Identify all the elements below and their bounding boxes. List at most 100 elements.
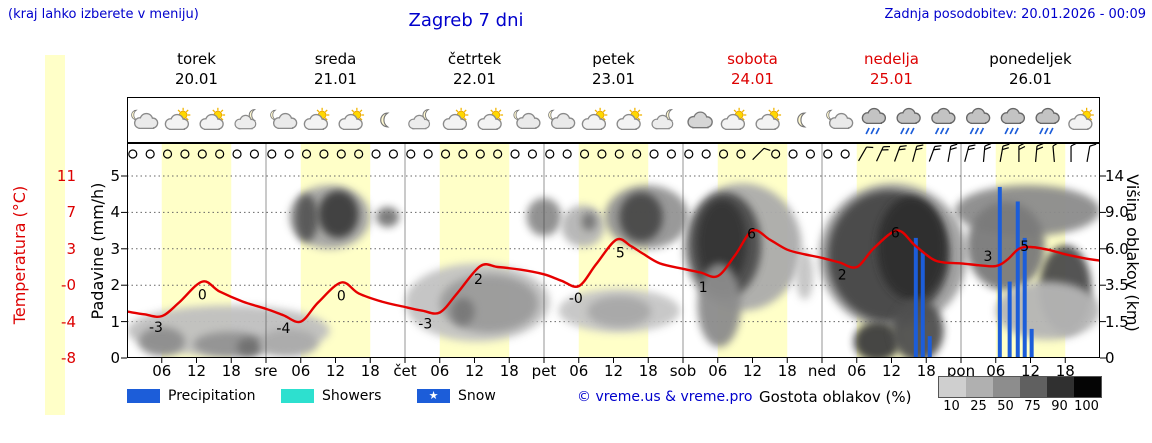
precip-ticks-value: 4 [110,203,120,222]
rain-streaks-icon [1044,127,1049,135]
calm-wind-icon [162,149,173,159]
weather-icon-sun-cloud [755,107,782,130]
weather-icon-sun-cloud [442,107,469,130]
x-axis-label: 12 [464,362,485,380]
weather-icon-sun-cloud [164,107,191,130]
temp-ticks-value: 3 [66,239,76,258]
calm-wind-icon [823,149,833,159]
precipitation-bar [920,252,925,358]
density-tick: 90 [1051,399,1068,414]
day-header-sobota: sobota 24.01 [688,49,818,89]
calm-wind-icon [284,149,294,159]
day-name: četrtek [447,50,502,68]
wind-symbols [128,142,1097,163]
calm-wind-icon [336,149,346,159]
density-step [1047,377,1074,397]
wind-barb-icon [947,143,958,162]
density-step [993,377,1020,397]
temp-label: -3 [418,317,432,333]
cloud-density-scale-label: Gostota oblakov (%) [759,388,912,406]
cloud-blob [376,206,400,227]
x-axis-label: 18 [221,362,241,380]
density-tick: 100 [1074,399,1099,414]
temp-label: -4 [276,321,290,337]
cloud-blob [995,281,1100,340]
day-date: 24.01 [731,70,774,88]
rain-streaks-icon [1039,127,1044,135]
x-axis-label: sre [254,362,278,380]
day-header-torek: torek 20.01 [132,49,262,89]
temp-label: -3 [149,320,163,336]
calm-wind-icon [649,149,659,159]
x-axis-label: 12 [325,362,346,380]
temp-ticks-value: -4 [61,312,76,331]
calm-wind-icon [718,149,729,159]
calm-wind-icon [493,149,503,159]
rain-streaks-icon [910,127,915,135]
wind-barb-icon [858,146,874,162]
cloud-blob [697,263,741,348]
weather-icon-cloud-moon [548,109,576,129]
temp-label: 0 [198,288,207,304]
cloud-icon [272,112,298,129]
density-step [966,377,993,397]
x-axis-label: 06 [847,362,867,380]
precip-ticks-value: 1 [110,312,120,331]
copyright-link[interactable]: © vreme.us & vreme.pro [577,389,753,405]
snow-swatch: ★ [417,389,450,403]
cloud-blob [260,328,319,357]
wind-barb-icon [964,144,976,162]
weather-icon-moon-cloud [408,109,431,130]
weather-icon-sun-cloud [1068,107,1094,130]
cloud-icon [931,107,956,124]
weather-icon-moon [380,112,390,128]
rain-streaks-icon [974,127,980,135]
density-tick: 25 [970,399,987,414]
temp-ticks-value: -8 [61,349,76,367]
rain-streaks-icon [1014,127,1019,135]
cloud-blob [877,196,947,300]
x-axis-label: čet [393,362,417,380]
day-date: 25.01 [870,70,913,88]
cloud-blob [619,192,663,242]
rain-streaks-icon [939,127,945,135]
precipitation-bar [1007,281,1012,358]
cloud-icon [1035,107,1060,124]
day-date: 20.01 [175,70,218,88]
snow-legend-label: Snow [458,388,496,404]
day-name: petek [592,50,635,68]
wind-barb-icon [1086,143,1097,162]
calm-wind-icon [632,149,642,159]
weather-icon-rain [965,107,991,135]
weather-icon-cloud-moon [826,109,854,129]
wind-barb-icon [875,145,891,162]
calm-wind-icon [579,149,590,159]
wind-barb-icon [912,144,924,162]
calm-wind-icon [562,149,572,159]
precipitation-bar [927,336,932,358]
calm-wind-icon [684,149,694,159]
temp-label: 5 [616,246,625,262]
calm-wind-icon [232,149,242,159]
cloud-blob [581,212,597,231]
weather-icon-cloud [687,111,713,129]
cloud-blob [451,297,475,326]
cloud-icon [408,114,431,130]
calm-wind-icon [301,149,312,159]
calm-wind-icon [701,149,711,159]
cloud-icon [861,107,887,124]
cloud-blob [138,327,185,357]
day-date: 21.01 [314,70,357,88]
x-axis-label: 18 [916,362,936,380]
temp-label: 2 [474,272,483,288]
x-axis-label: 06 [986,362,1006,380]
cloud-icon [616,113,641,130]
day-name: nedelja [863,50,919,68]
x-axis-label: 18 [360,362,380,380]
temp-label: -0 [569,291,583,307]
precipitation-swatch [127,389,160,403]
precipitation-legend-label: Precipitation [168,388,256,404]
cloud-ticks-value: 1.5 [1105,312,1129,331]
temp-ticks-value: -0 [61,276,76,295]
